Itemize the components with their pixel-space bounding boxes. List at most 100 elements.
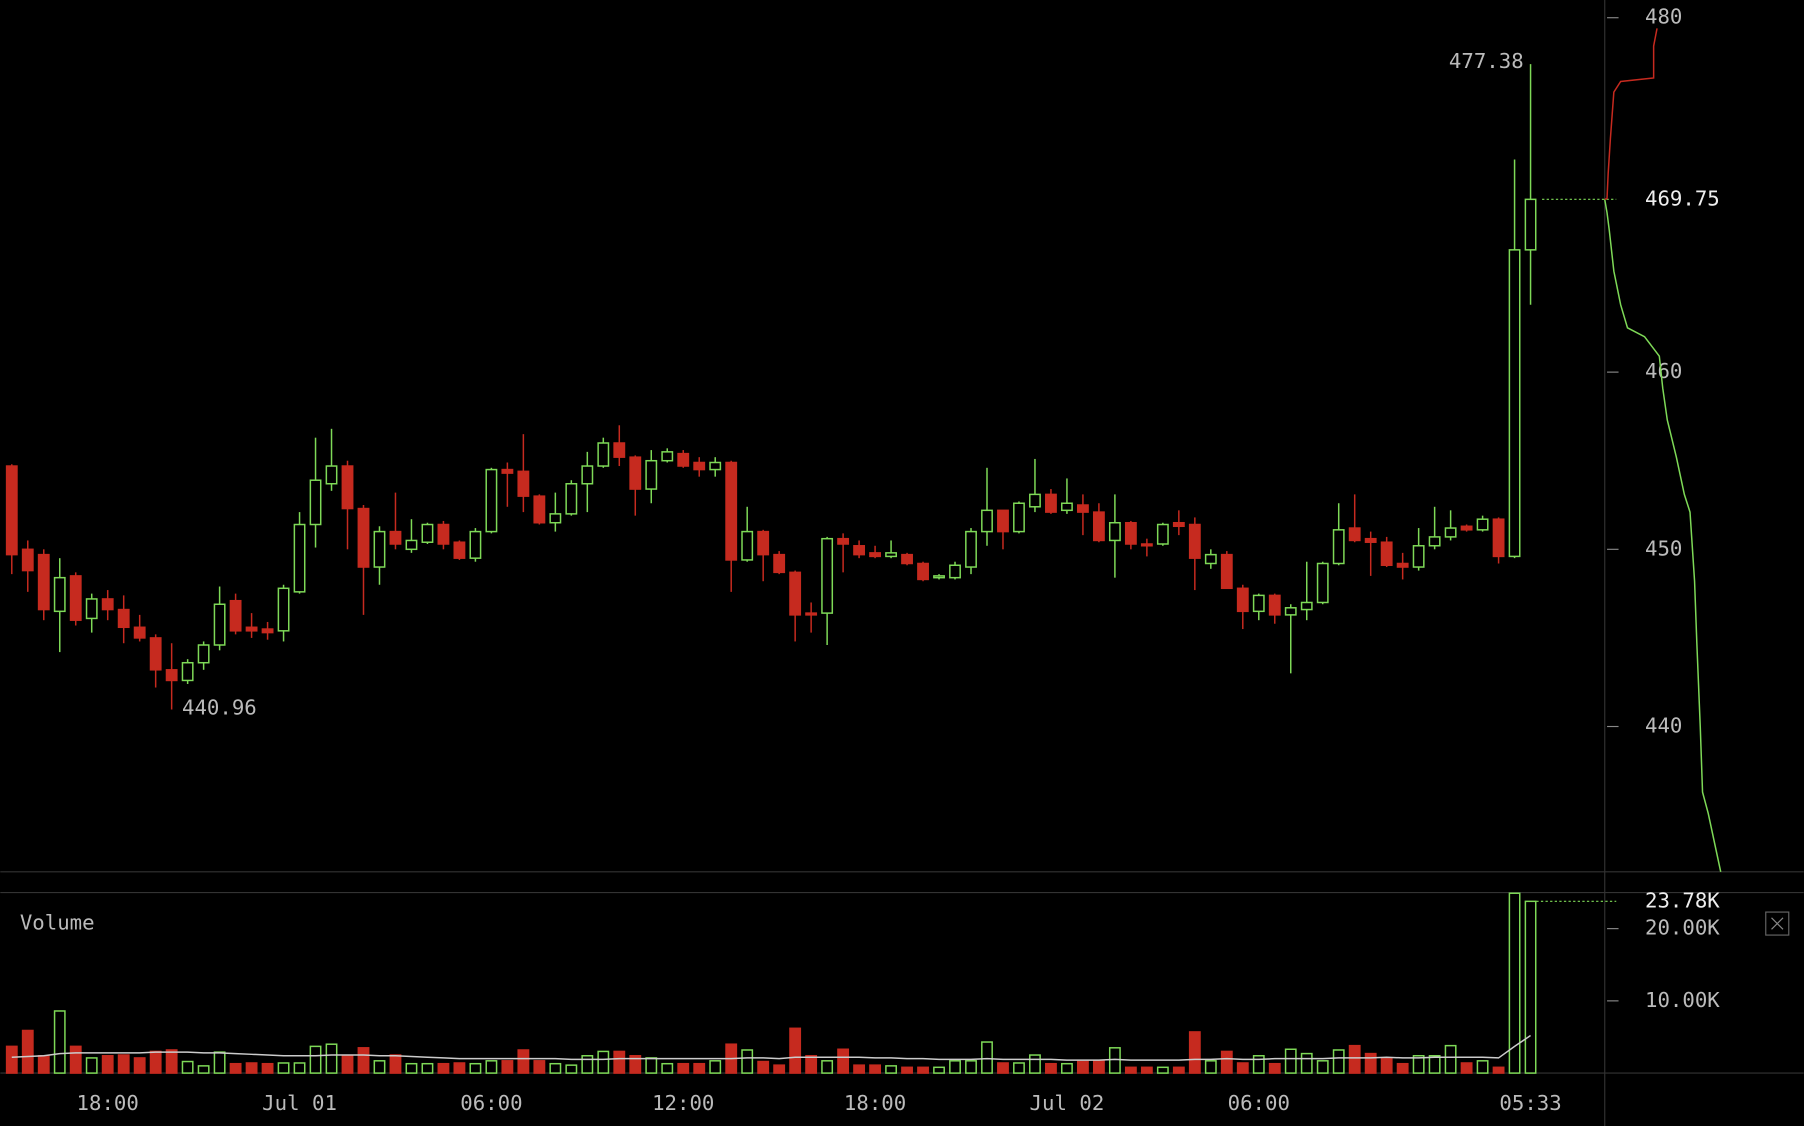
- candle-body: [1396, 562, 1409, 568]
- volume-bar: [1092, 1060, 1105, 1074]
- volume-bar: [1524, 900, 1537, 1074]
- candle-body: [1428, 536, 1441, 547]
- volume-bar: [981, 1041, 993, 1074]
- volume-bar: [261, 1062, 274, 1074]
- volume-bar: [1172, 1066, 1185, 1074]
- candle-body: [1524, 198, 1537, 251]
- candle-body: [1140, 543, 1153, 547]
- candle-body: [1316, 562, 1329, 604]
- volume-bar: [581, 1055, 594, 1074]
- candle-body: [1220, 553, 1233, 590]
- candle-body: [85, 598, 98, 620]
- candle-body: [1300, 601, 1313, 611]
- volume-bar: [1124, 1066, 1137, 1074]
- volume-bar: [757, 1060, 770, 1074]
- candle-body: [677, 452, 690, 467]
- candle-body: [1284, 607, 1297, 616]
- volume-tick-label: 10.00K: [1645, 988, 1720, 1012]
- candle-body: [517, 470, 530, 497]
- candle-body: [373, 530, 386, 568]
- high-annotation: 477.38: [1449, 49, 1524, 73]
- x-tick-label: 18:00: [77, 1091, 139, 1115]
- volume-bar: [709, 1060, 722, 1074]
- candle-body: [389, 530, 402, 545]
- candle-body: [245, 626, 258, 632]
- candle-body: [981, 509, 993, 533]
- volume-bar: [197, 1065, 210, 1074]
- candle-body: [1172, 521, 1185, 528]
- candle-body: [837, 537, 850, 545]
- volume-bar: [1029, 1054, 1041, 1074]
- candle-body: [325, 465, 338, 485]
- close-icon[interactable]: [1771, 917, 1784, 930]
- volume-bar: [997, 1062, 1009, 1074]
- volume-bar: [1204, 1060, 1217, 1074]
- volume-bar: [1013, 1062, 1025, 1074]
- volume-bar: [517, 1049, 530, 1074]
- candle-body: [469, 530, 482, 559]
- volume-bar: [37, 1055, 50, 1074]
- candle-body: [1332, 529, 1345, 565]
- volume-bar: [229, 1062, 242, 1074]
- candle-body: [1492, 518, 1505, 558]
- close-box[interactable]: [1765, 911, 1790, 936]
- volume-bar: [1284, 1048, 1297, 1074]
- volume-bar: [437, 1062, 450, 1074]
- volume-bar: [1108, 1047, 1121, 1074]
- candle-body: [853, 545, 866, 556]
- volume-bar: [1380, 1057, 1393, 1074]
- volume-bar: [1268, 1062, 1281, 1074]
- volume-bar: [837, 1048, 850, 1074]
- candle-body: [613, 442, 626, 458]
- candle-body: [1364, 537, 1377, 543]
- candle-body: [1156, 523, 1169, 545]
- volume-bar: [1300, 1052, 1313, 1074]
- volume-bar: [533, 1060, 546, 1074]
- volume-bar: [469, 1062, 482, 1074]
- candle-body: [1460, 525, 1473, 531]
- candle-body: [565, 483, 578, 515]
- volume-bar: [629, 1055, 642, 1074]
- candle-body: [629, 456, 642, 490]
- candle-body: [1476, 518, 1489, 531]
- volume-bar: [645, 1057, 658, 1074]
- volume-bar: [549, 1062, 562, 1074]
- volume-bar: [1252, 1055, 1265, 1074]
- volume-bar: [1428, 1055, 1441, 1074]
- candle-body: [69, 575, 82, 621]
- volume-bar: [53, 1010, 66, 1074]
- candle-body: [645, 459, 658, 490]
- candle-body: [1444, 527, 1457, 538]
- candle-body: [741, 530, 754, 561]
- volume-bar: [21, 1029, 34, 1074]
- candle-body: [5, 465, 18, 556]
- volume-bar: [213, 1051, 226, 1074]
- last-price-label: 469.75: [1645, 186, 1720, 210]
- candle-body: [293, 523, 306, 593]
- candle-body: [1108, 521, 1121, 542]
- candle-body: [1412, 545, 1425, 568]
- candle-body: [117, 608, 130, 629]
- volume-bar: [805, 1055, 818, 1074]
- volume-bar: [565, 1064, 578, 1074]
- candle-body: [533, 495, 546, 524]
- volume-bar: [661, 1062, 674, 1074]
- close-button[interactable]: [1765, 911, 1790, 936]
- volume-bar: [181, 1060, 194, 1074]
- candle-body: [917, 562, 929, 581]
- volume-bar: [789, 1027, 802, 1074]
- volume-bar: [1236, 1062, 1249, 1074]
- candle-body: [1348, 527, 1361, 542]
- candle-body: [1252, 594, 1265, 613]
- candle-body: [405, 539, 418, 551]
- candle-body: [341, 465, 354, 510]
- candle-body: [37, 553, 50, 611]
- candle-body: [549, 513, 562, 524]
- candle-body: [885, 552, 897, 558]
- x-tick-label: Jul 01: [262, 1091, 337, 1115]
- candle-body: [165, 669, 178, 682]
- x-tick-label: 06:00: [1228, 1091, 1290, 1115]
- volume-bar: [1156, 1066, 1169, 1074]
